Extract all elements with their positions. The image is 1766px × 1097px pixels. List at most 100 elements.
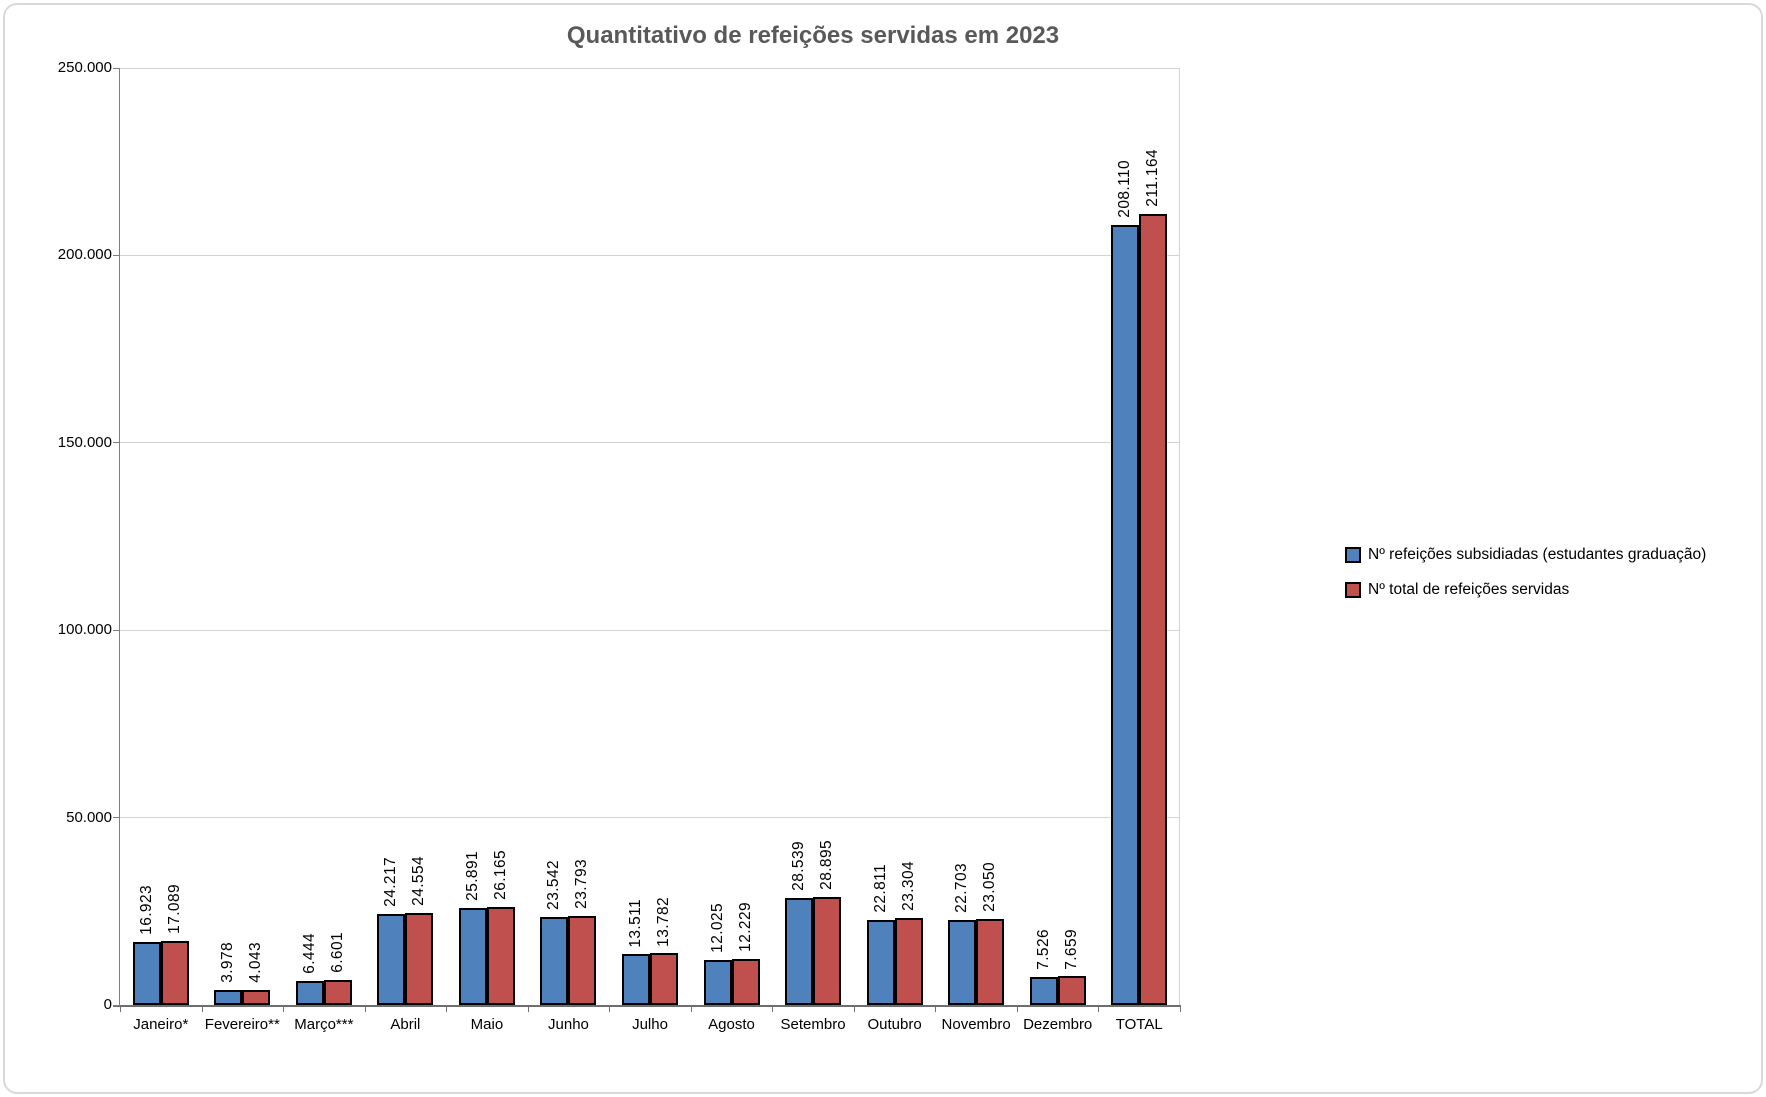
- data-label: 22.703: [953, 863, 971, 913]
- data-label: 23.542: [545, 859, 563, 910]
- x-tick-label: Setembro: [780, 1016, 846, 1033]
- bar-subsidiadas-12: [1111, 225, 1140, 1005]
- x-tick-label: Novembro: [941, 1016, 1011, 1033]
- x-tick-mark: [201, 1005, 203, 1012]
- bar-total-5: [568, 915, 597, 1005]
- x-tick-label: Julho: [632, 1016, 668, 1033]
- data-label: 16.923: [137, 884, 155, 935]
- bar-subsidiadas-11: [1029, 976, 1058, 1005]
- bar-total-11: [1057, 976, 1086, 1005]
- data-label: 25.891: [463, 851, 481, 901]
- x-tick-mark: [1016, 1005, 1018, 1012]
- chart-title: Quantitativo de refeições servidas em 20…: [566, 22, 1060, 49]
- data-label: 12.229: [736, 902, 754, 953]
- gridline: [120, 442, 1180, 444]
- legend-marker: [1345, 547, 1361, 563]
- bar-total-9: [894, 917, 923, 1005]
- data-label: 13.511: [627, 898, 644, 948]
- bar-subsidiadas-6: [622, 954, 650, 1005]
- bar-total-3: [405, 912, 434, 1005]
- bar-total-10: [976, 918, 1005, 1005]
- x-tick-mark: [283, 1005, 285, 1012]
- data-label: 23.304: [899, 860, 917, 911]
- bar-total-1: [242, 989, 271, 1005]
- data-label: 28.539: [790, 841, 808, 892]
- y-tick-mark: [113, 67, 120, 69]
- bar-total-6: [650, 953, 678, 1005]
- bar-subsidiadas-0: [132, 941, 161, 1005]
- data-label: 23.050: [981, 861, 999, 912]
- bar-subsidiadas-3: [377, 914, 406, 1005]
- y-tick-label: 50.000: [66, 808, 112, 826]
- bar-total-4: [486, 906, 515, 1005]
- y-tick-label: 150.000: [57, 433, 112, 451]
- data-label: 17.089: [165, 884, 183, 934]
- x-tick-label: Junho: [548, 1016, 589, 1033]
- y-tick-label: 100.000: [57, 621, 112, 639]
- data-label: 13.782: [655, 896, 672, 947]
- data-label: 26.165: [491, 850, 509, 900]
- x-tick-label: Março***: [294, 1016, 354, 1033]
- chart-frame: [3, 3, 1763, 1094]
- legend-label: Nº total de refeições servidas: [1368, 581, 1570, 598]
- legend-label: Nº refeições subsidiadas (estudantes gra…: [1368, 546, 1707, 563]
- y-axis-line: [119, 68, 120, 1006]
- bar-total-0: [160, 940, 189, 1005]
- data-label: 208.110: [1116, 160, 1134, 219]
- y-tick-mark: [113, 442, 120, 444]
- x-tick-mark: [446, 1005, 448, 1012]
- data-label: 12.025: [708, 903, 726, 953]
- gridline: [120, 254, 1180, 256]
- gridline: [120, 817, 1180, 819]
- gridline: [120, 629, 1180, 631]
- x-tick-label: Agosto: [708, 1016, 755, 1033]
- legend: Nº refeições subsidiadas (estudantes gra…: [1345, 546, 1706, 616]
- x-tick-mark: [120, 1005, 121, 1012]
- data-label: 7.659: [1062, 928, 1080, 970]
- bar-subsidiadas-8: [785, 898, 814, 1005]
- bar-subsidiadas-5: [540, 916, 569, 1005]
- x-tick-label: TOTAL: [1115, 1016, 1163, 1033]
- y-tick-mark: [113, 629, 120, 631]
- x-tick-label: Maio: [470, 1016, 504, 1033]
- x-tick-mark: [772, 1005, 774, 1012]
- x-tick-mark: [853, 1005, 855, 1012]
- data-label: 211.164: [1144, 148, 1162, 207]
- legend-item: Nº refeições subsidiadas (estudantes gra…: [1345, 546, 1706, 564]
- gridline: [120, 67, 1180, 69]
- data-label: 6.444: [300, 933, 318, 974]
- plot-area-right-border: [1179, 68, 1180, 1005]
- x-tick-label: Abril: [390, 1016, 421, 1033]
- data-label: 24.217: [382, 857, 400, 908]
- data-label: 22.811: [871, 863, 889, 913]
- x-tick-mark: [935, 1005, 937, 1012]
- y-tick-label: 250.000: [57, 59, 112, 76]
- y-tick-mark: [113, 1004, 120, 1006]
- bar-subsidiadas-7: [703, 959, 732, 1005]
- bar-subsidiadas-4: [458, 907, 487, 1005]
- data-label: 23.793: [573, 859, 591, 909]
- bar-subsidiadas-10: [948, 919, 977, 1005]
- bar-total-8: [813, 896, 842, 1005]
- x-tick-label: Outubro: [867, 1016, 922, 1033]
- bar-subsidiadas-2: [295, 980, 324, 1005]
- bar-total-2: [323, 980, 352, 1005]
- x-tick-mark: [364, 1005, 366, 1012]
- x-tick-mark: [1180, 1005, 1181, 1012]
- data-label: 4.043: [247, 942, 265, 983]
- y-tick-label: 0: [103, 996, 112, 1013]
- y-tick-label: 200.000: [57, 246, 112, 264]
- data-label: 6.601: [328, 932, 346, 974]
- bar-subsidiadas-9: [866, 919, 895, 1005]
- data-label: 7.526: [1034, 929, 1052, 970]
- x-tick-mark: [1098, 1005, 1100, 1012]
- data-label: 24.554: [410, 856, 428, 906]
- x-tick-mark: [527, 1005, 529, 1012]
- x-tick-mark: [690, 1005, 692, 1012]
- x-tick-mark: [609, 1005, 611, 1012]
- bar-total-7: [731, 959, 760, 1005]
- data-label: 28.895: [818, 839, 836, 890]
- legend-marker: [1345, 582, 1361, 598]
- x-tick-label: Fevereiro**: [204, 1016, 280, 1033]
